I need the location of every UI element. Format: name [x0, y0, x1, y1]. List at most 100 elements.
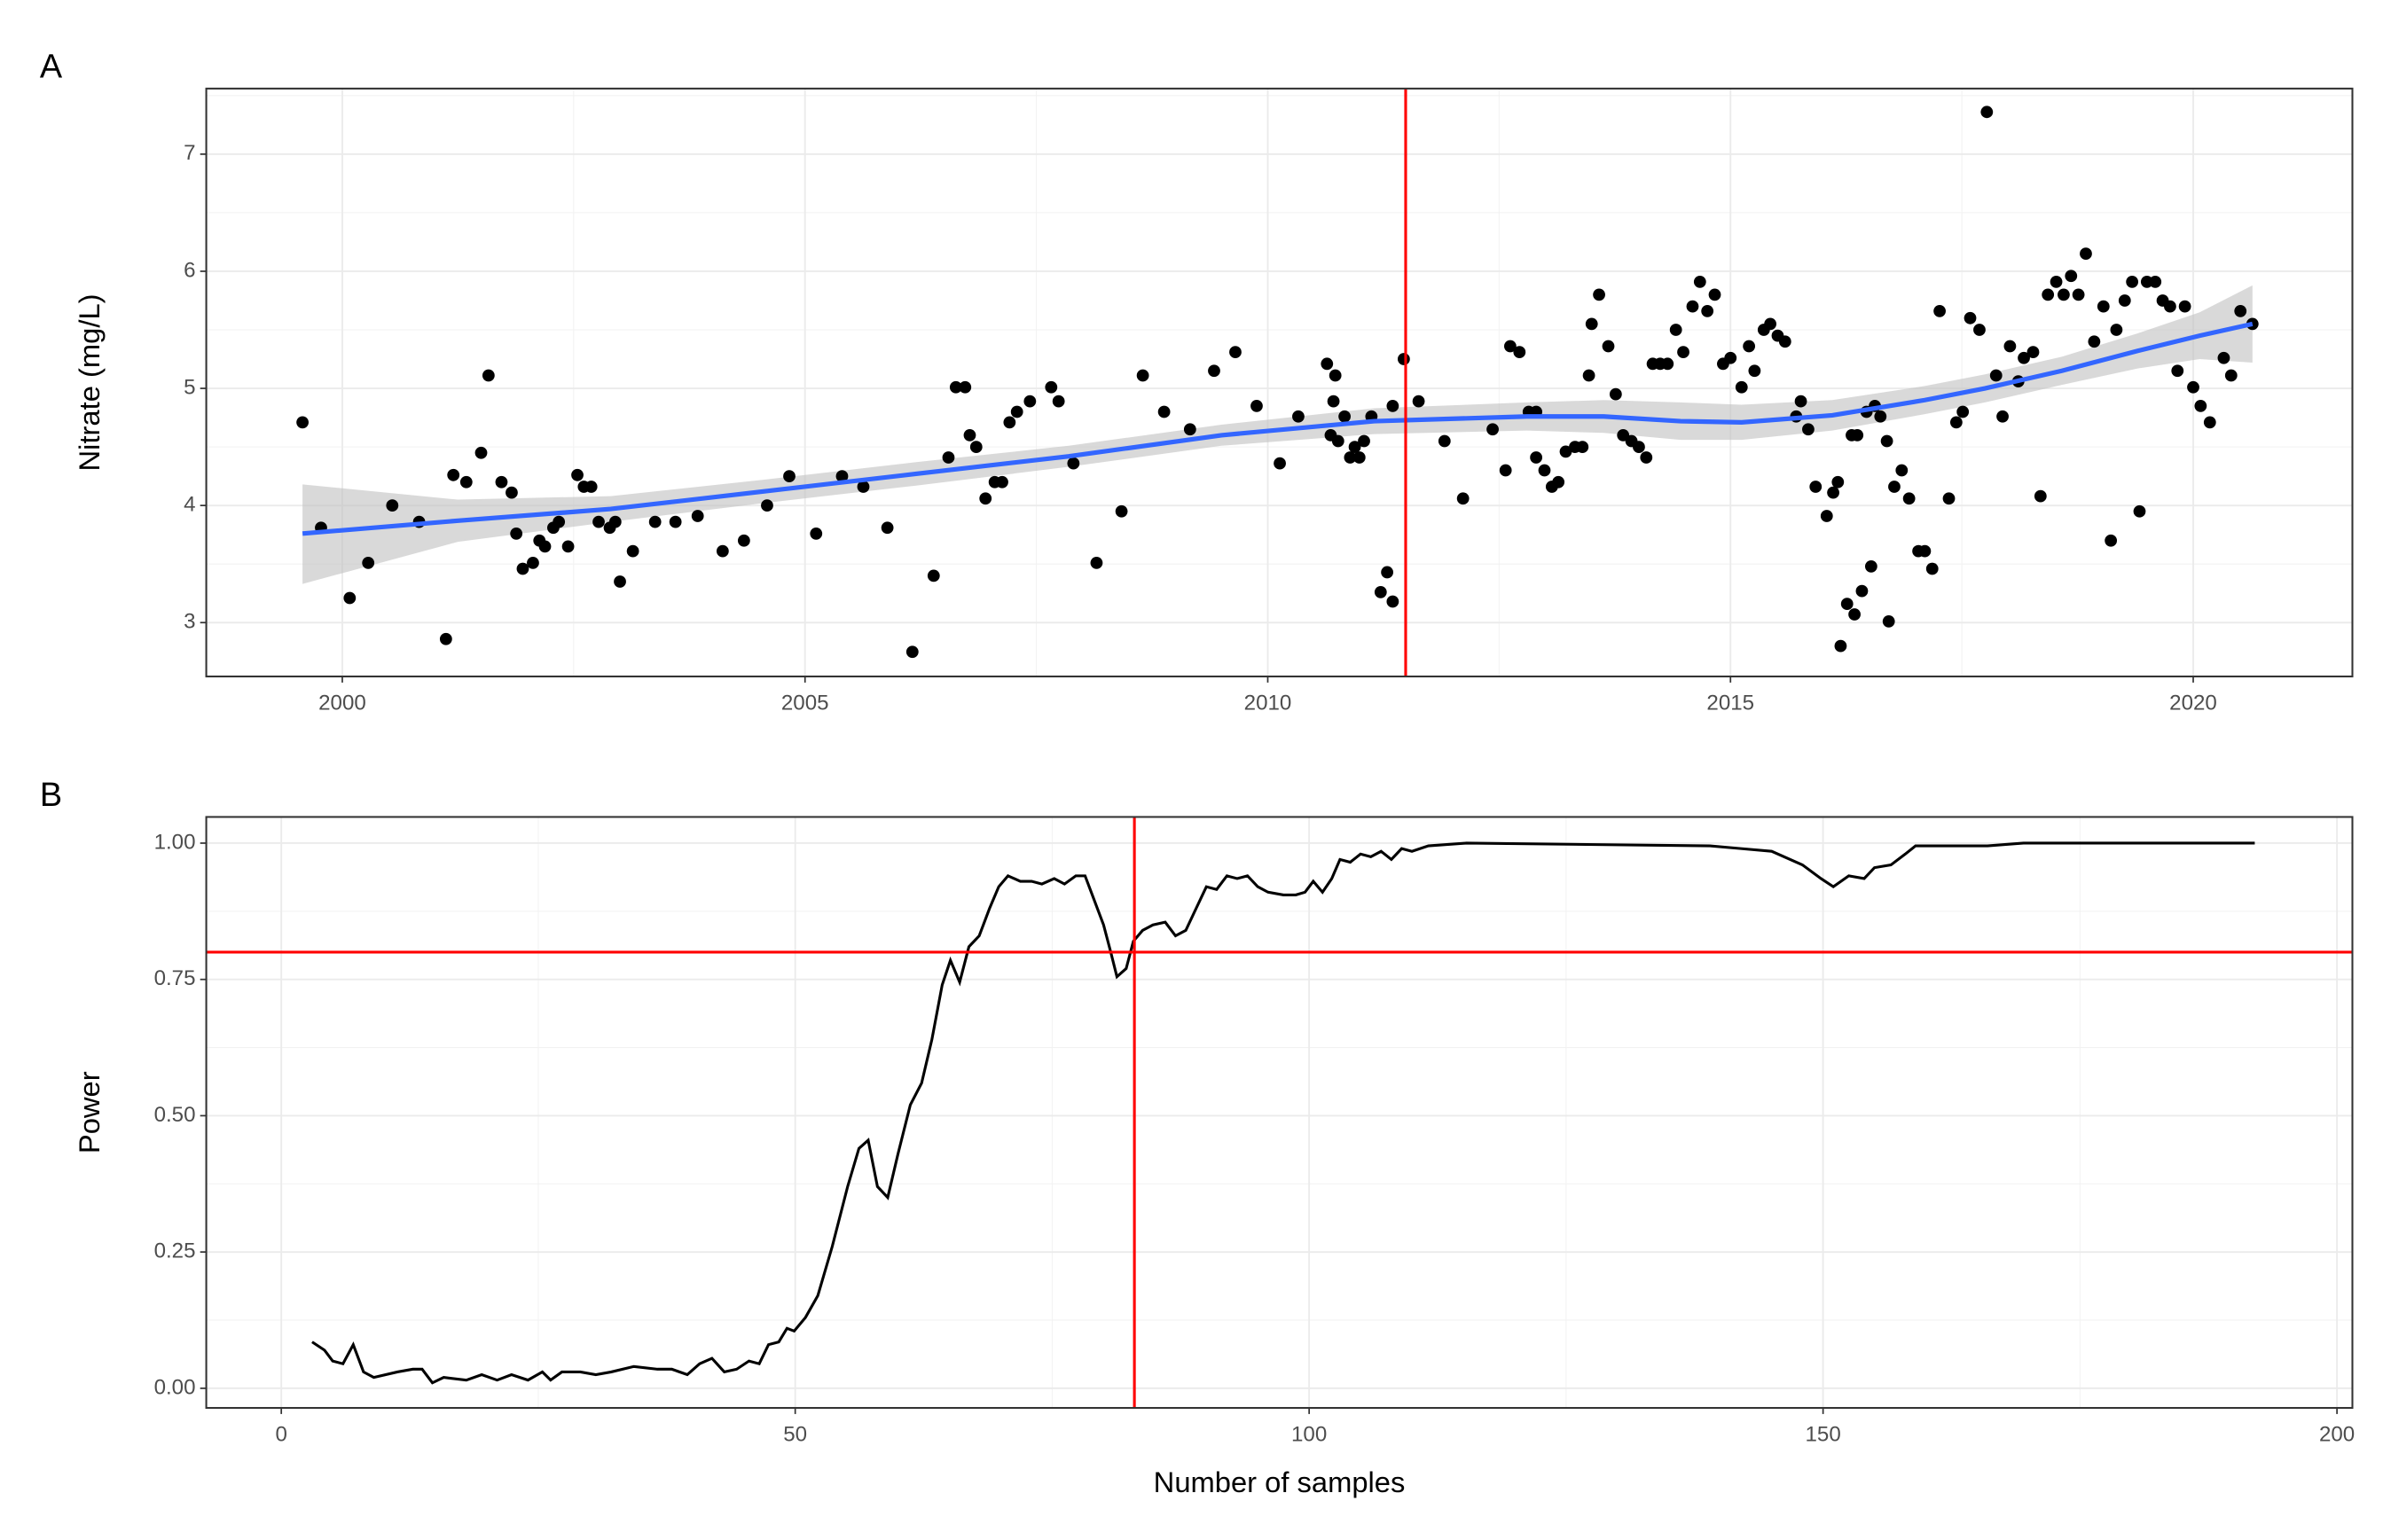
- y-axis-title: Nitrate (mg/L): [73, 293, 106, 471]
- y-tick-label: 7: [184, 141, 195, 165]
- data-point: [1933, 304, 1946, 317]
- data-point: [1840, 598, 1854, 610]
- data-point: [1677, 346, 1689, 358]
- data-point: [835, 470, 849, 483]
- data-point: [1397, 353, 1410, 365]
- data-point: [2110, 324, 2123, 336]
- x-tick-label: 2000: [318, 691, 366, 715]
- data-point: [1693, 275, 1706, 288]
- data-point: [626, 544, 639, 558]
- data-point: [716, 544, 729, 558]
- data-point: [1593, 288, 1605, 301]
- data-point: [1855, 584, 1869, 598]
- data-point: [1208, 364, 1220, 378]
- data-point: [459, 475, 473, 489]
- data-point: [1820, 510, 1833, 522]
- y-tick-label: 4: [184, 493, 195, 517]
- data-point: [1902, 492, 1916, 505]
- data-point: [2003, 340, 2017, 353]
- data-point: [648, 515, 662, 528]
- data-point: [1136, 369, 1149, 382]
- data-point: [2058, 288, 2070, 301]
- x-tick-label: 150: [1806, 1422, 1841, 1446]
- data-point: [1348, 441, 1361, 453]
- data-point: [1735, 380, 1748, 394]
- data-point: [1882, 615, 1895, 628]
- data-point: [1381, 566, 1393, 579]
- data-point: [2097, 300, 2110, 313]
- data-point: [1183, 423, 1196, 436]
- x-tick-label: 200: [2319, 1422, 2355, 1446]
- panel-tag: B: [40, 777, 62, 814]
- data-point: [1576, 441, 1589, 453]
- data-point: [2217, 351, 2230, 364]
- y-tick-label: 0.75: [154, 966, 196, 990]
- data-point: [1229, 346, 1242, 358]
- data-point: [2065, 270, 2078, 283]
- data-point: [1764, 317, 1777, 331]
- y-tick-label: 0.25: [154, 1239, 196, 1263]
- data-point: [1874, 410, 1887, 423]
- data-point: [1513, 346, 1526, 358]
- data-point: [482, 369, 495, 382]
- data-point: [1321, 357, 1334, 371]
- data-point: [1802, 423, 1815, 436]
- data-point: [1157, 405, 1171, 418]
- data-point: [1003, 416, 1016, 429]
- data-point: [979, 492, 992, 505]
- x-tick-label: 50: [783, 1422, 807, 1446]
- data-point: [538, 540, 552, 553]
- data-point: [996, 475, 1008, 489]
- panel-border: [205, 816, 2354, 1410]
- data-point: [1358, 434, 1370, 448]
- x-tick-label: 2010: [1244, 691, 1292, 715]
- data-point: [2178, 300, 2191, 313]
- data-point: [571, 468, 584, 481]
- data-point: [963, 429, 976, 442]
- data-point: [1045, 380, 1058, 394]
- data-point: [1778, 335, 1791, 348]
- x-tick-label: 2020: [2169, 691, 2217, 715]
- data-point: [362, 556, 375, 569]
- data-point: [2105, 534, 2118, 547]
- data-point: [1942, 492, 1956, 505]
- x-tick-label: 2005: [781, 691, 829, 715]
- data-point: [905, 645, 919, 659]
- data-point: [669, 515, 682, 528]
- data-point: [1794, 395, 1807, 408]
- data-point: [2072, 288, 2085, 301]
- data-point: [927, 569, 940, 582]
- data-point: [553, 515, 566, 528]
- data-point: [1701, 304, 1714, 317]
- data-point: [2164, 300, 2176, 313]
- data-point: [1809, 481, 1823, 493]
- y-tick-label: 5: [184, 375, 195, 399]
- data-point: [2149, 275, 2162, 288]
- data-point: [1980, 106, 1994, 119]
- data-point: [1292, 410, 1305, 423]
- data-point: [1274, 457, 1286, 470]
- data-point: [2234, 304, 2247, 317]
- data-point: [592, 515, 605, 528]
- x-tick-label: 2015: [1706, 691, 1754, 715]
- data-point: [296, 416, 309, 429]
- data-point: [439, 632, 452, 645]
- data-point: [2018, 351, 2030, 364]
- data-point: [969, 441, 983, 453]
- data-point: [1250, 399, 1263, 412]
- data-point: [1352, 451, 1366, 464]
- data-point: [1344, 451, 1357, 464]
- data-point: [608, 515, 622, 528]
- data-point: [343, 591, 357, 605]
- data-point: [2224, 369, 2238, 382]
- data-point: [527, 556, 539, 569]
- data-point: [1724, 351, 1737, 364]
- data-point: [1386, 399, 1399, 412]
- data-point: [584, 481, 598, 493]
- data-point: [1602, 340, 1615, 353]
- y-tick-label: 1.00: [154, 830, 196, 854]
- data-point: [510, 527, 523, 540]
- data-point: [1538, 464, 1551, 477]
- data-point: [1552, 475, 1565, 489]
